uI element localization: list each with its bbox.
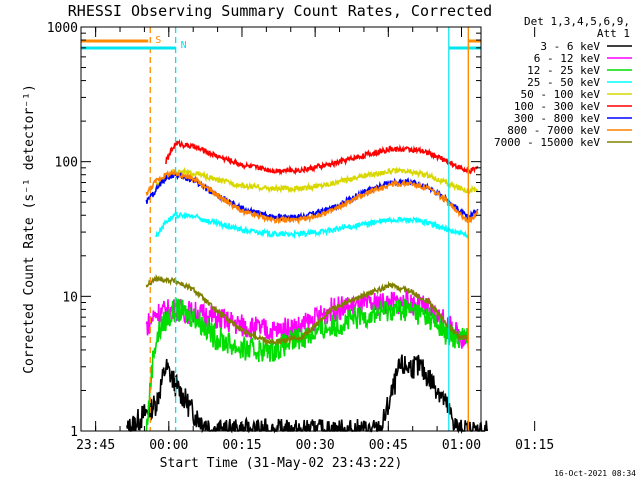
- x-tick-label: 23:45: [76, 438, 115, 453]
- legend-entry-label: 50 - 100 keV: [521, 88, 601, 101]
- legend-entry-label: 12 - 25 keV: [527, 64, 600, 77]
- series-line-8: [145, 168, 479, 225]
- axis-layer: 1 10 100 1000 23:45 00:00 00:15 00:30 00:45 01:00…: [47, 21, 555, 453]
- legend-entry-label: 7000 - 15000 keV: [494, 136, 600, 149]
- legend-entry-label: 3 - 6 keV: [540, 40, 600, 53]
- x-tick-label: 00:15: [222, 438, 261, 453]
- timestamp: 16-Oct-2021 08:34: [554, 469, 636, 478]
- y-axis-label: Corrected Count Rate (s⁻¹ detector⁻¹): [22, 84, 37, 374]
- series-line-6: [165, 138, 479, 176]
- x-tick-label: 01:00: [442, 438, 481, 453]
- x-axis-label: Start Time (31-May-02 23:43:22): [160, 456, 403, 471]
- legend-entry-label: 800 - 7000 keV: [507, 124, 600, 137]
- series-line-5: [155, 166, 479, 195]
- y-tick-label: 10: [62, 290, 78, 305]
- series-line-4: [155, 211, 469, 240]
- legend-header: Att 1: [597, 27, 630, 40]
- x-tick-label: 00:30: [296, 438, 335, 453]
- x-tick-label: 01:15: [515, 438, 554, 453]
- marker-label-s: S: [155, 35, 161, 46]
- y-tick-label: 100: [55, 156, 78, 171]
- chart-title: RHESSI Observing Summary Count Rates, Co…: [68, 2, 492, 20]
- legend-entry-label: 100 - 300 keV: [514, 100, 600, 113]
- series-layer: [126, 138, 489, 435]
- y-tick-label: 1: [70, 425, 78, 440]
- legend-entry-label: 25 - 50 keV: [527, 76, 600, 89]
- x-tick-label: 00:45: [369, 438, 408, 453]
- series-line-3: [145, 297, 470, 432]
- series-line-1: [126, 354, 489, 435]
- marker-label-n: N: [181, 40, 187, 51]
- legend-entry-label: 300 - 800 keV: [514, 112, 600, 125]
- legend-entry-label: 6 - 12 keV: [534, 52, 601, 65]
- y-tick-label: 1000: [47, 21, 78, 36]
- x-tick-label: 00:00: [149, 438, 188, 453]
- plot-frame: [80, 26, 482, 432]
- series-line-9: [145, 274, 470, 346]
- legend-header: Det 1,3,4,5,6,9,: [524, 15, 630, 28]
